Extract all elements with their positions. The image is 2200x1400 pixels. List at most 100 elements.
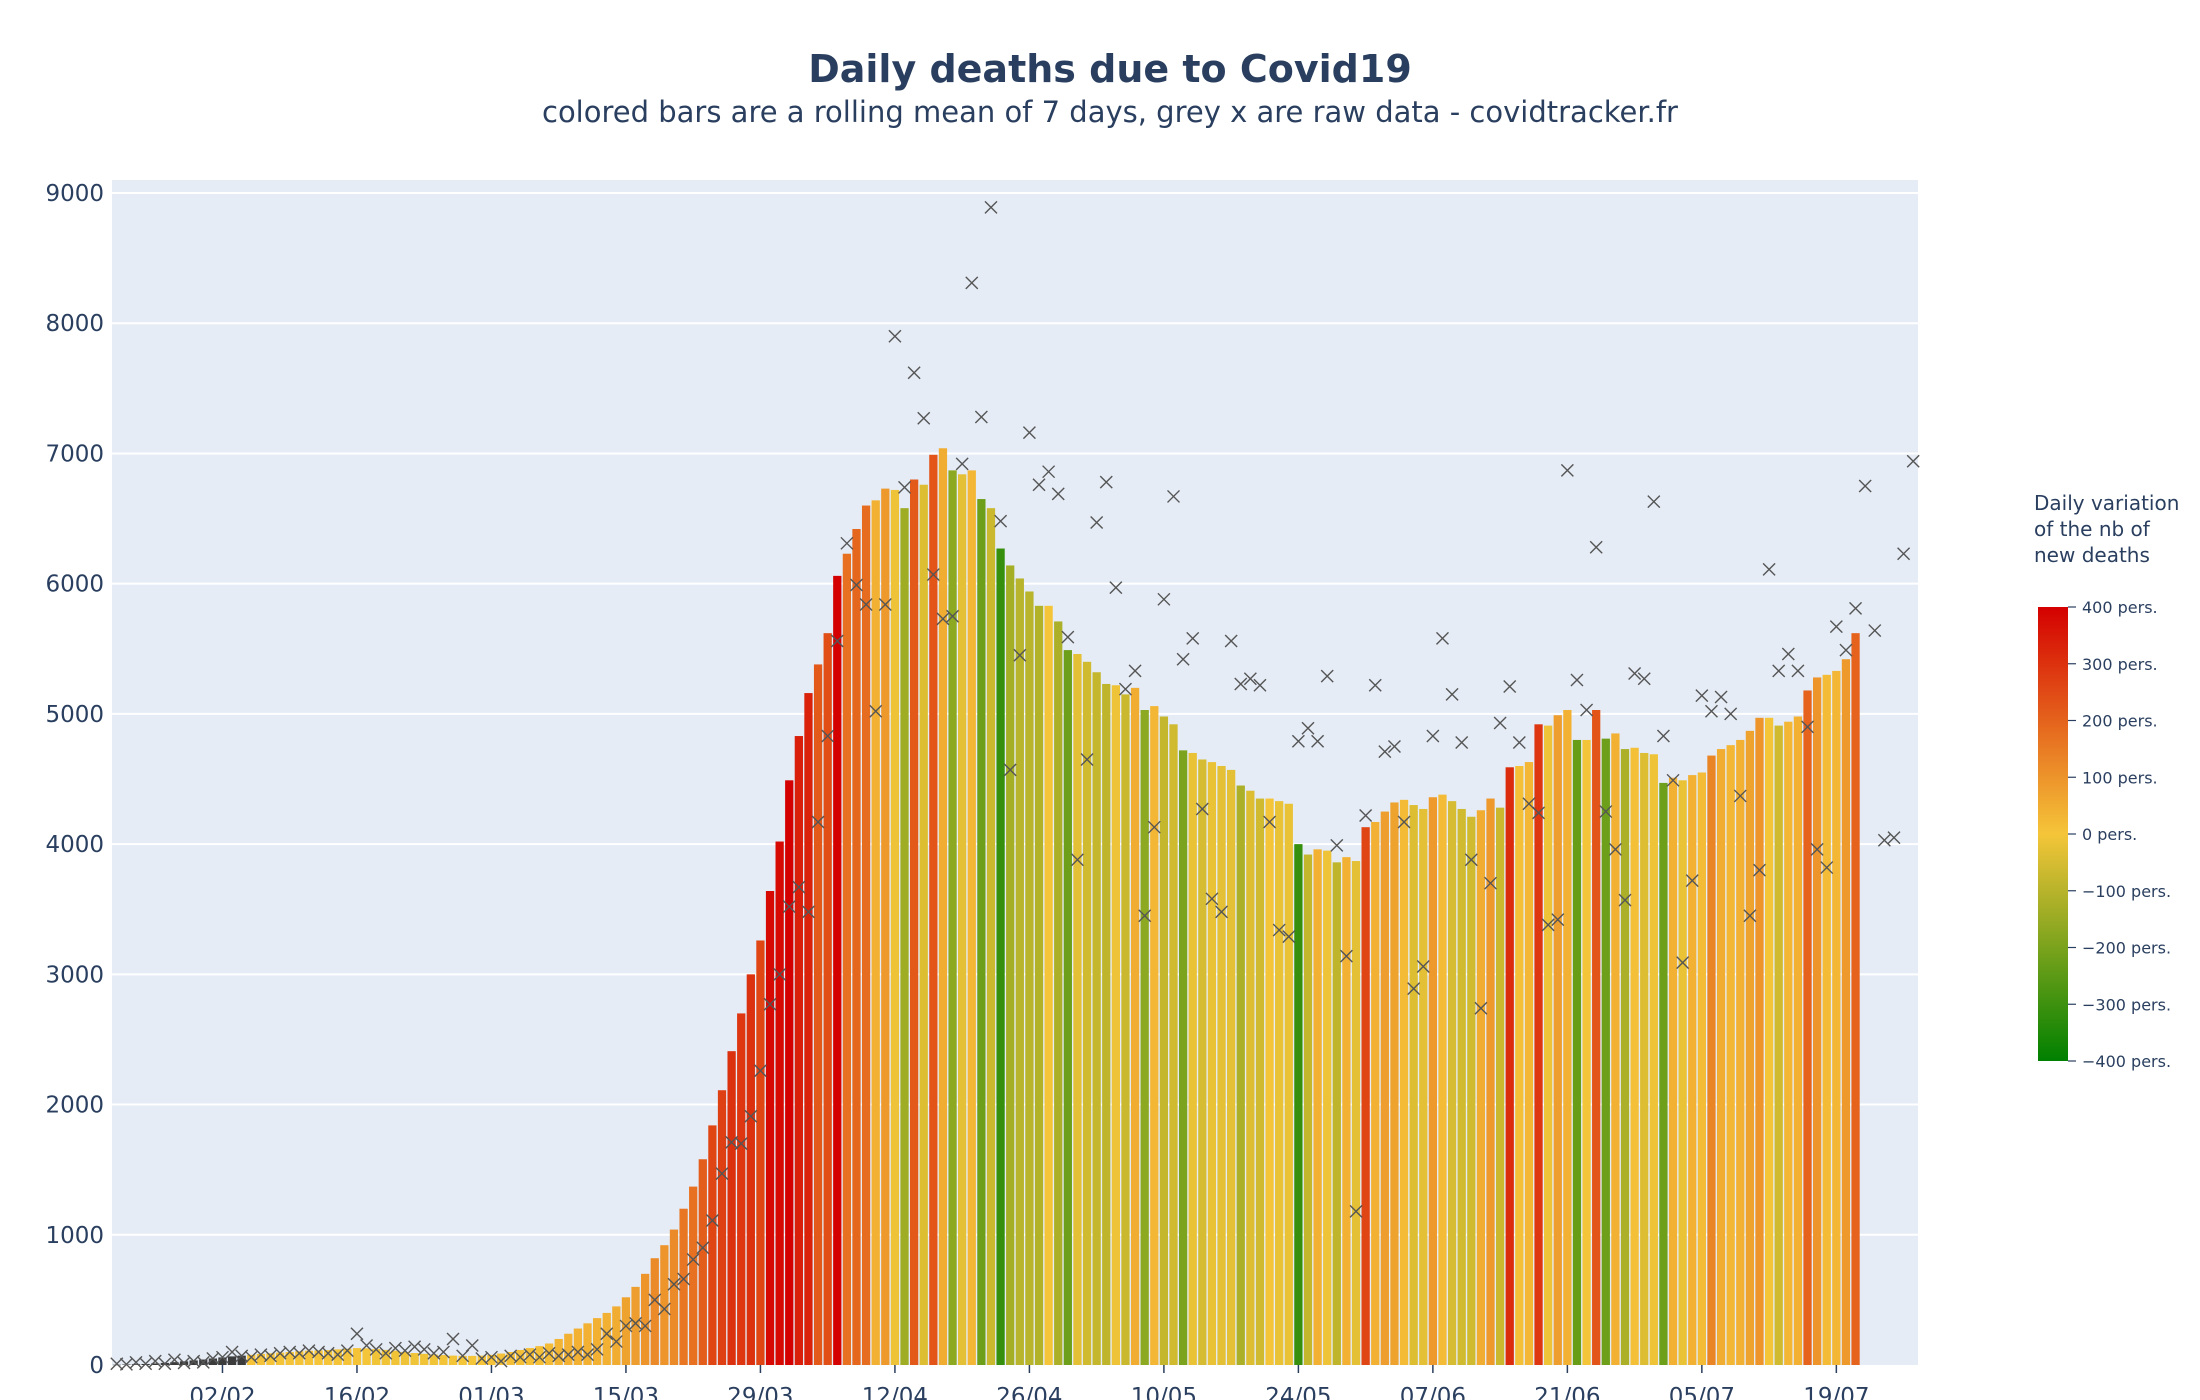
x-tick-label: 12/04 bbox=[862, 1384, 928, 1400]
raw-data-marker bbox=[1426, 729, 1440, 743]
raw-data-marker bbox=[1118, 682, 1132, 696]
bar bbox=[112, 1364, 121, 1366]
raw-data-marker bbox=[1128, 664, 1142, 678]
bar bbox=[1803, 690, 1812, 1365]
bar bbox=[362, 1348, 371, 1365]
bar bbox=[1592, 709, 1601, 1365]
raw-data-marker bbox=[609, 1335, 623, 1349]
colorbar-tick-label: 400 pers. bbox=[2082, 598, 2158, 617]
raw-data-marker bbox=[1070, 853, 1084, 867]
bar bbox=[1486, 798, 1495, 1365]
raw-data-marker bbox=[360, 1338, 374, 1352]
bar bbox=[324, 1350, 333, 1365]
bar bbox=[1688, 775, 1697, 1365]
bar bbox=[1044, 605, 1053, 1365]
bar bbox=[1015, 578, 1024, 1365]
bar bbox=[1351, 861, 1361, 1365]
bar bbox=[295, 1351, 304, 1365]
x-tick-label: 16/02 bbox=[324, 1384, 390, 1400]
bar bbox=[256, 1353, 266, 1365]
bar bbox=[583, 1323, 592, 1365]
raw-data-marker bbox=[1378, 745, 1392, 759]
x-tick-label: 26/04 bbox=[996, 1384, 1062, 1400]
raw-data-marker bbox=[398, 1344, 412, 1358]
bar bbox=[1303, 854, 1313, 1365]
colorbar-tick-label: −200 pers. bbox=[2082, 939, 2171, 958]
bar bbox=[1640, 752, 1649, 1365]
bar bbox=[1399, 799, 1409, 1365]
raw-data-marker bbox=[773, 967, 787, 981]
raw-data-marker bbox=[1762, 562, 1776, 576]
raw-data-marker bbox=[1589, 540, 1603, 554]
raw-data-marker bbox=[1608, 842, 1622, 856]
bar bbox=[429, 1354, 438, 1365]
bar bbox=[1447, 801, 1457, 1365]
bar bbox=[1755, 717, 1764, 1365]
bar bbox=[564, 1333, 573, 1365]
bar bbox=[717, 1090, 727, 1365]
raw-data-marker bbox=[542, 1346, 556, 1360]
raw-data-marker bbox=[753, 1064, 767, 1078]
raw-data-marker bbox=[1858, 479, 1872, 493]
bar bbox=[1236, 785, 1245, 1365]
bar bbox=[910, 479, 919, 1365]
bar bbox=[833, 575, 842, 1365]
raw-data-marker bbox=[1637, 672, 1651, 686]
raw-data-marker bbox=[523, 1348, 537, 1362]
bar bbox=[756, 940, 765, 1365]
raw-data-marker bbox=[1234, 677, 1248, 691]
x-tick-label: 10/05 bbox=[1131, 1384, 1197, 1400]
bar bbox=[1178, 750, 1188, 1365]
bar bbox=[1025, 591, 1034, 1365]
raw-data-marker bbox=[244, 1350, 258, 1364]
bar bbox=[247, 1354, 256, 1365]
bar bbox=[737, 1013, 746, 1365]
raw-data-marker bbox=[1080, 752, 1094, 766]
raw-data-marker bbox=[1147, 820, 1161, 834]
raw-data-marker bbox=[1243, 672, 1257, 686]
raw-data-marker bbox=[1887, 831, 1901, 845]
bar bbox=[967, 470, 976, 1365]
bar bbox=[400, 1351, 410, 1365]
raw-data-marker bbox=[1176, 652, 1190, 666]
raw-data-marker bbox=[1772, 664, 1786, 678]
y-gridlines bbox=[112, 192, 1918, 1236]
bar bbox=[1611, 733, 1620, 1365]
bar bbox=[525, 1348, 535, 1365]
raw-data-marker bbox=[1263, 815, 1277, 829]
raw-data-marker bbox=[417, 1342, 431, 1356]
bar bbox=[151, 1363, 160, 1365]
raw-data-marker bbox=[1541, 918, 1555, 932]
bar bbox=[1371, 821, 1380, 1365]
raw-data-marker bbox=[494, 1354, 508, 1368]
bar bbox=[535, 1346, 544, 1365]
bar bbox=[1707, 755, 1716, 1365]
bar bbox=[1092, 672, 1101, 1365]
raw-data-marker bbox=[965, 276, 979, 290]
y-tick-label: 9000 bbox=[45, 181, 104, 207]
raw-data-marker bbox=[1205, 892, 1219, 906]
bar bbox=[1246, 790, 1255, 1365]
raw-data-marker bbox=[1877, 833, 1891, 847]
bar bbox=[1428, 797, 1438, 1365]
bar bbox=[1284, 803, 1293, 1365]
raw-data-marker bbox=[1397, 815, 1411, 829]
bar bbox=[1390, 802, 1399, 1365]
bar bbox=[1813, 677, 1822, 1365]
raw-data-marker bbox=[1330, 838, 1344, 852]
raw-data-marker bbox=[1743, 909, 1757, 923]
raw-data-marker bbox=[1186, 631, 1200, 645]
bar bbox=[554, 1338, 563, 1365]
bar bbox=[1255, 798, 1265, 1365]
bar bbox=[823, 633, 832, 1365]
bar bbox=[650, 1258, 659, 1365]
raw-data-marker bbox=[1445, 687, 1459, 701]
bar bbox=[1217, 765, 1226, 1365]
bar bbox=[372, 1349, 381, 1365]
bar bbox=[266, 1353, 275, 1365]
raw-data-marker bbox=[1733, 789, 1747, 803]
bar bbox=[1409, 805, 1418, 1365]
bar bbox=[1784, 721, 1793, 1365]
raw-data-marker bbox=[1349, 1204, 1363, 1218]
bar bbox=[1668, 777, 1678, 1365]
